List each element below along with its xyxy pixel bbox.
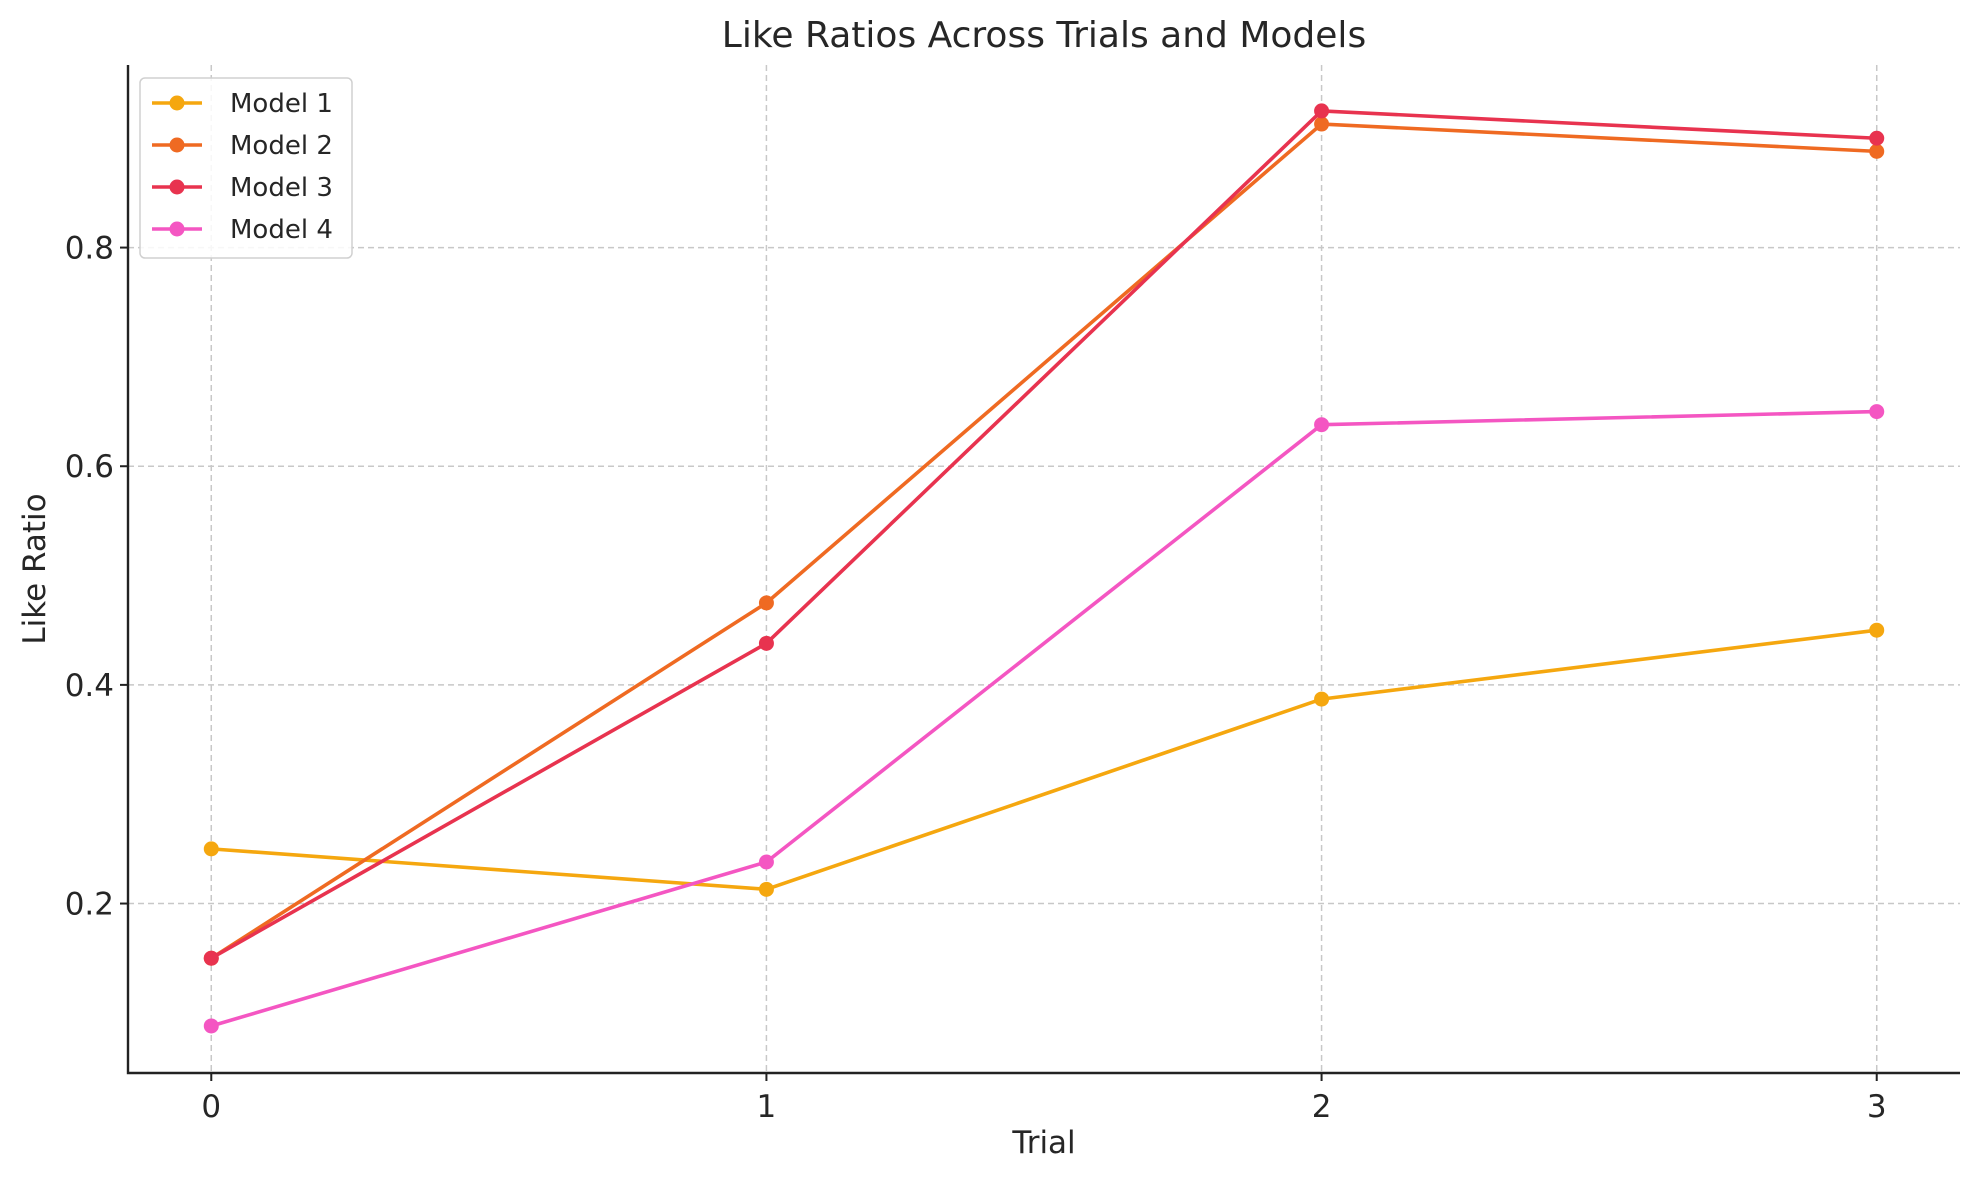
legend-label: Model 2 [230,131,333,161]
legend-marker [169,179,185,195]
y-axis-label: Like Ratio [17,493,53,644]
legend-label: Model 1 [230,89,333,119]
data-point [203,1018,219,1034]
axes [126,65,1960,1075]
data-point [758,854,774,870]
y-tick-label: 0.4 [65,668,114,704]
x-axis-label: Trial [1011,1125,1075,1161]
legend-label: Model 3 [230,173,333,203]
series-model-2 [203,116,1885,966]
legend-item: Model 1 [152,89,333,119]
series-line [209,109,1879,961]
legend-marker [169,137,185,153]
legend-marker [169,221,185,237]
data-point [758,881,774,897]
legend: Model 1 Model 2 Model 3 Model 4 [139,77,353,259]
series-model-3 [203,103,1885,966]
legend-label: Model 4 [230,215,333,245]
series-model-1 [203,622,1885,897]
data-point [203,841,219,857]
x-tick-label: 1 [757,1089,777,1125]
x-tick-label: 0 [201,1089,221,1125]
data-point [1869,130,1885,146]
chart-title: Like Ratios Across Trials and Models [722,15,1366,56]
legend-item: Model 3 [152,173,333,203]
data-point [1314,103,1330,119]
series-layer [203,103,1885,1034]
legend-item: Model 4 [152,215,333,245]
legend-item: Model 2 [152,131,333,161]
data-point [1314,116,1330,132]
gridlines [128,65,1960,1073]
data-point [1314,691,1330,707]
series-line [209,122,1879,961]
data-point [1869,622,1885,638]
x-tick-label: 2 [1312,1089,1332,1125]
y-tick-label: 0.2 [65,887,114,923]
legend-frame [139,77,353,259]
data-point [203,950,219,966]
data-point [1869,143,1885,159]
data-point [758,635,774,651]
y-tick-label: 0.6 [65,449,114,485]
series-line [209,628,1879,892]
legend-marker [169,95,185,111]
axes-spines [126,65,1960,1075]
x-tick-label: 3 [1867,1089,1887,1125]
ticks: 0 1 2 3 0.2 0.4 0.6 0.8 [65,231,1887,1125]
data-point [1314,417,1330,433]
data-point [1869,404,1885,420]
series-model-4 [203,404,1885,1034]
data-point [758,595,774,611]
y-tick-label: 0.8 [65,231,114,267]
series-line [209,409,1879,1028]
